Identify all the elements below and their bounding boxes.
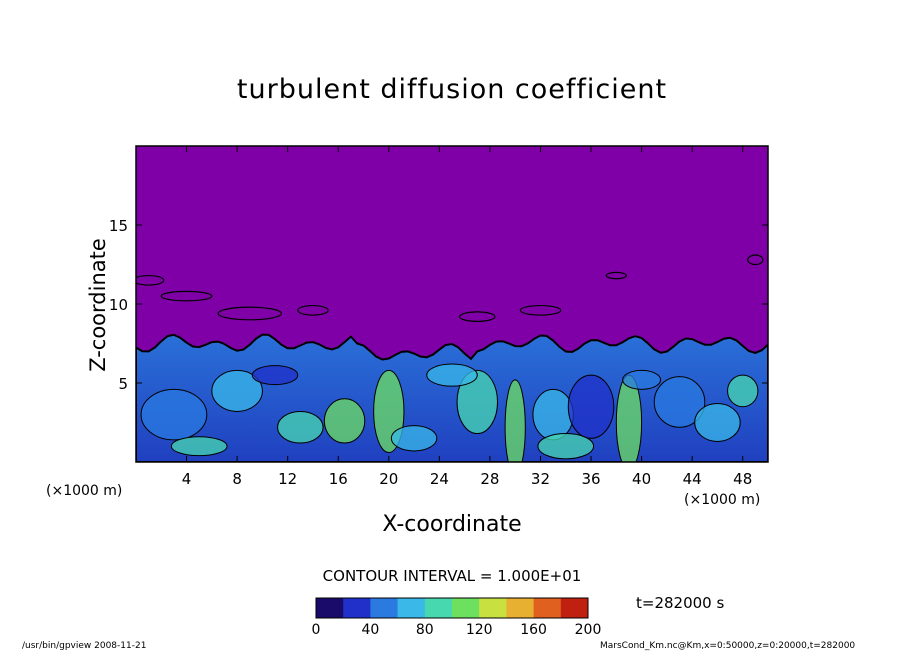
eddy-blob — [567, 374, 615, 439]
colorbar-tick-label: 80 — [416, 622, 434, 638]
x-tick-label: 20 — [379, 470, 398, 488]
eddy-blob — [653, 376, 706, 428]
colorbar-segment — [343, 598, 371, 618]
colorbar-tick-label: 200 — [575, 622, 602, 638]
colorbar-segment — [506, 598, 535, 618]
eddy-blob — [211, 369, 263, 412]
upper-contour — [297, 304, 329, 316]
y-tick-label: 10 — [109, 296, 128, 314]
contour-interval-label: CONTOUR INTERVAL = 1.000E+01 — [322, 567, 582, 585]
colorbar-segment — [316, 598, 344, 618]
eddy-blob — [277, 410, 324, 444]
upper-contour — [519, 304, 562, 316]
x-tick-label: 24 — [430, 470, 449, 488]
footer-left: /usr/bin/gpview 2008-11-21 — [22, 641, 147, 651]
x-tick-label: 36 — [581, 470, 600, 488]
y-tick-label: 5 — [118, 375, 128, 393]
y-axis-label: Z-coordinate — [86, 238, 110, 372]
eddy-blob — [456, 369, 499, 435]
upper-contour — [217, 306, 282, 321]
eddy-blob — [537, 433, 595, 460]
x-tick-label: 16 — [329, 470, 348, 488]
x-tick-label: 28 — [480, 470, 499, 488]
x-tick-label: 40 — [632, 470, 651, 488]
eddy-blob — [323, 398, 366, 444]
time-label: t=282000 s — [636, 594, 725, 612]
footer-right: MarsCond_Km.nc@Km,x=0:50000,z=0:20000,t=… — [600, 641, 856, 651]
x-unit-right: (×1000 m) — [684, 492, 761, 508]
y-axis: 5 10 15 — [109, 217, 768, 393]
eddy-blob — [390, 425, 438, 452]
x-tick-label: 8 — [232, 470, 242, 488]
colorbar-tick-label: 120 — [466, 622, 493, 638]
eddy-blob — [426, 363, 478, 387]
colorbar: 0 40 80 120 160 200 — [312, 597, 602, 638]
upper-contour — [605, 271, 628, 280]
colorbar-tick-label: 160 — [520, 622, 547, 638]
colorbar-tick-label: 0 — [312, 622, 321, 638]
colorbar-segment — [370, 598, 399, 618]
eddy-blob — [170, 436, 228, 457]
colorbar-segment — [397, 598, 426, 618]
x-tick-label: 4 — [182, 470, 192, 488]
eddy-blob — [694, 403, 741, 442]
colorbar-tick-label: 40 — [361, 622, 379, 638]
colorbar-frame — [315, 597, 589, 619]
colorbar-segment — [560, 598, 589, 618]
x-unit-left: (×1000 m) — [46, 483, 123, 499]
eddy-blob — [532, 388, 574, 441]
eddy-blob — [727, 374, 759, 408]
x-tick-label: 32 — [531, 470, 550, 488]
y-tick-label: 15 — [109, 217, 128, 235]
turbulence-field — [136, 254, 768, 462]
x-axis-label: X-coordinate — [382, 512, 522, 537]
upper-contour — [458, 311, 496, 322]
x-tick-label: 12 — [278, 470, 297, 488]
colorbar-segment — [424, 598, 453, 618]
x-tick-label: 48 — [733, 470, 752, 488]
upper-contour — [160, 290, 213, 302]
colorbar-segment — [533, 598, 562, 618]
upper-contour — [747, 254, 764, 266]
eddy-blob — [251, 365, 299, 386]
upper-contour — [136, 274, 165, 286]
colorbar-segment — [452, 598, 480, 618]
colorbar-segment — [479, 598, 507, 618]
chart-title: turbulent diffusion coefficient — [236, 74, 668, 105]
x-tick-label: 44 — [683, 470, 702, 488]
x-axis: 4 8 12 16 20 24 28 32 36 40 44 48 — [182, 146, 752, 488]
eddy-blob — [504, 379, 526, 462]
eddy-blob — [140, 388, 208, 441]
eddy-blob — [622, 369, 662, 390]
